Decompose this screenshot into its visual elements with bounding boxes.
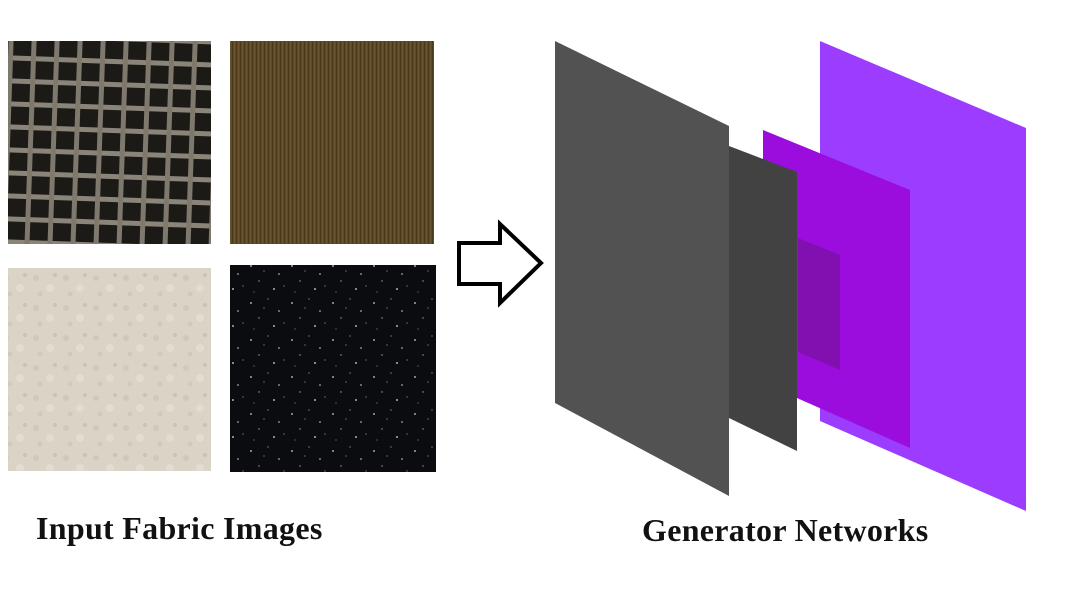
checkered-dark-fabric <box>8 41 211 244</box>
layer-purple-inner <box>798 238 840 370</box>
layer-gray-front <box>555 41 729 496</box>
brown-corduroy-fabric <box>230 41 434 244</box>
black-speckled-fabric <box>230 265 436 472</box>
right-arrow-icon <box>457 219 544 308</box>
layer-dark-gray <box>729 146 797 451</box>
cream-felt-fabric <box>8 268 211 471</box>
input-fabric-images <box>8 41 436 472</box>
input-fabric-images-caption: Input Fabric Images <box>36 510 323 546</box>
generator-networks <box>555 41 1026 511</box>
generator-networks-caption: Generator Networks <box>642 512 929 548</box>
